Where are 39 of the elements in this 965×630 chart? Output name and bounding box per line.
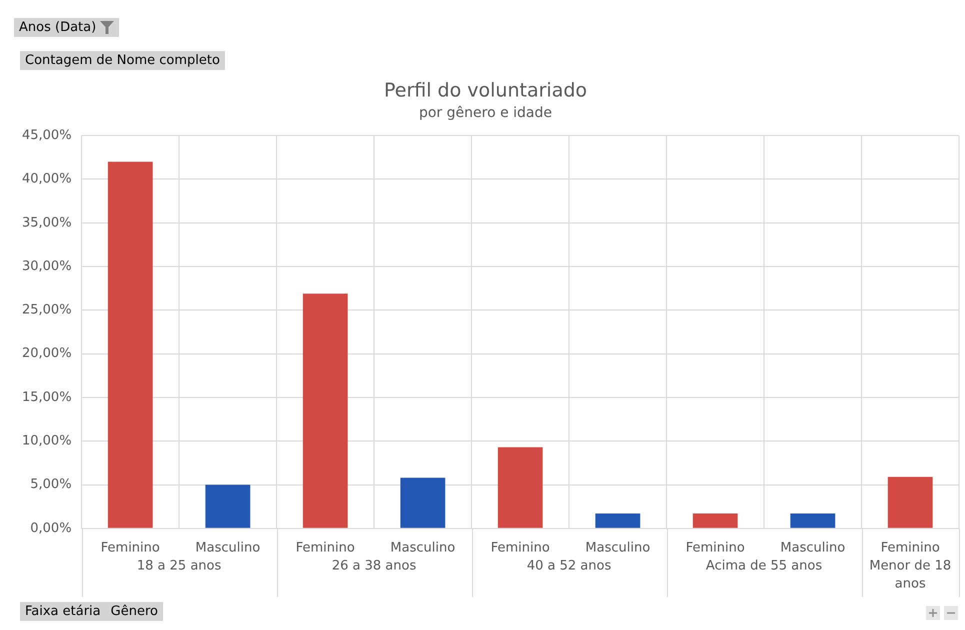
- bar: [400, 478, 446, 528]
- x-tick-label: Feminino: [880, 540, 940, 556]
- text: Gênero: [110, 604, 158, 619]
- y-tick-label: 10,00%: [22, 433, 72, 448]
- x-tick-label: Feminino: [686, 540, 745, 556]
- bar: [205, 484, 250, 528]
- y-tick-label: 45,00%: [22, 128, 72, 143]
- x-tick-label: Feminino: [296, 540, 355, 556]
- x-tick-label: Masculino: [390, 540, 456, 556]
- bar: [498, 447, 543, 528]
- y-tick-label: 5,00%: [30, 477, 72, 492]
- y-tick-label: 40,00%: [22, 172, 72, 187]
- x-tick-label: Masculino: [195, 540, 260, 556]
- x-tick-label: Masculino: [585, 540, 650, 556]
- text: Faixa etária: [25, 604, 101, 619]
- y-tick-label: 30,00%: [22, 258, 72, 274]
- y-tick-label: 20,00%: [22, 346, 72, 362]
- bar: [302, 294, 348, 528]
- text: Acima de 55 anos: [706, 558, 822, 574]
- bar: [692, 514, 738, 528]
- text: 26 a 38 anos: [332, 558, 416, 574]
- y-tick-label: 35,00%: [22, 215, 72, 230]
- y-tick-label: 15,00%: [22, 390, 72, 405]
- bar: [595, 514, 640, 528]
- y-tick-label: 0,00%: [30, 520, 72, 536]
- x-tick-label: Feminino: [100, 540, 160, 556]
- bar: [108, 162, 153, 528]
- y-tick-label: 25,00%: [22, 302, 72, 318]
- chart-subtitle: por gênero e idade: [418, 104, 552, 121]
- text: 18 a 25 anos: [136, 558, 222, 574]
- bar: [888, 476, 933, 528]
- text: Menor de 18 anos: [869, 558, 952, 592]
- text: 40 a 52 anos: [526, 558, 612, 574]
- text: Anos (Data): [19, 20, 96, 35]
- x-tick-label: Feminino: [490, 540, 550, 556]
- bar: [790, 514, 836, 528]
- text: Contagem de Nome completo: [20, 51, 225, 70]
- chart-title: Perfil do voluntariado: [384, 79, 588, 102]
- x-tick-label: Masculino: [780, 540, 846, 556]
